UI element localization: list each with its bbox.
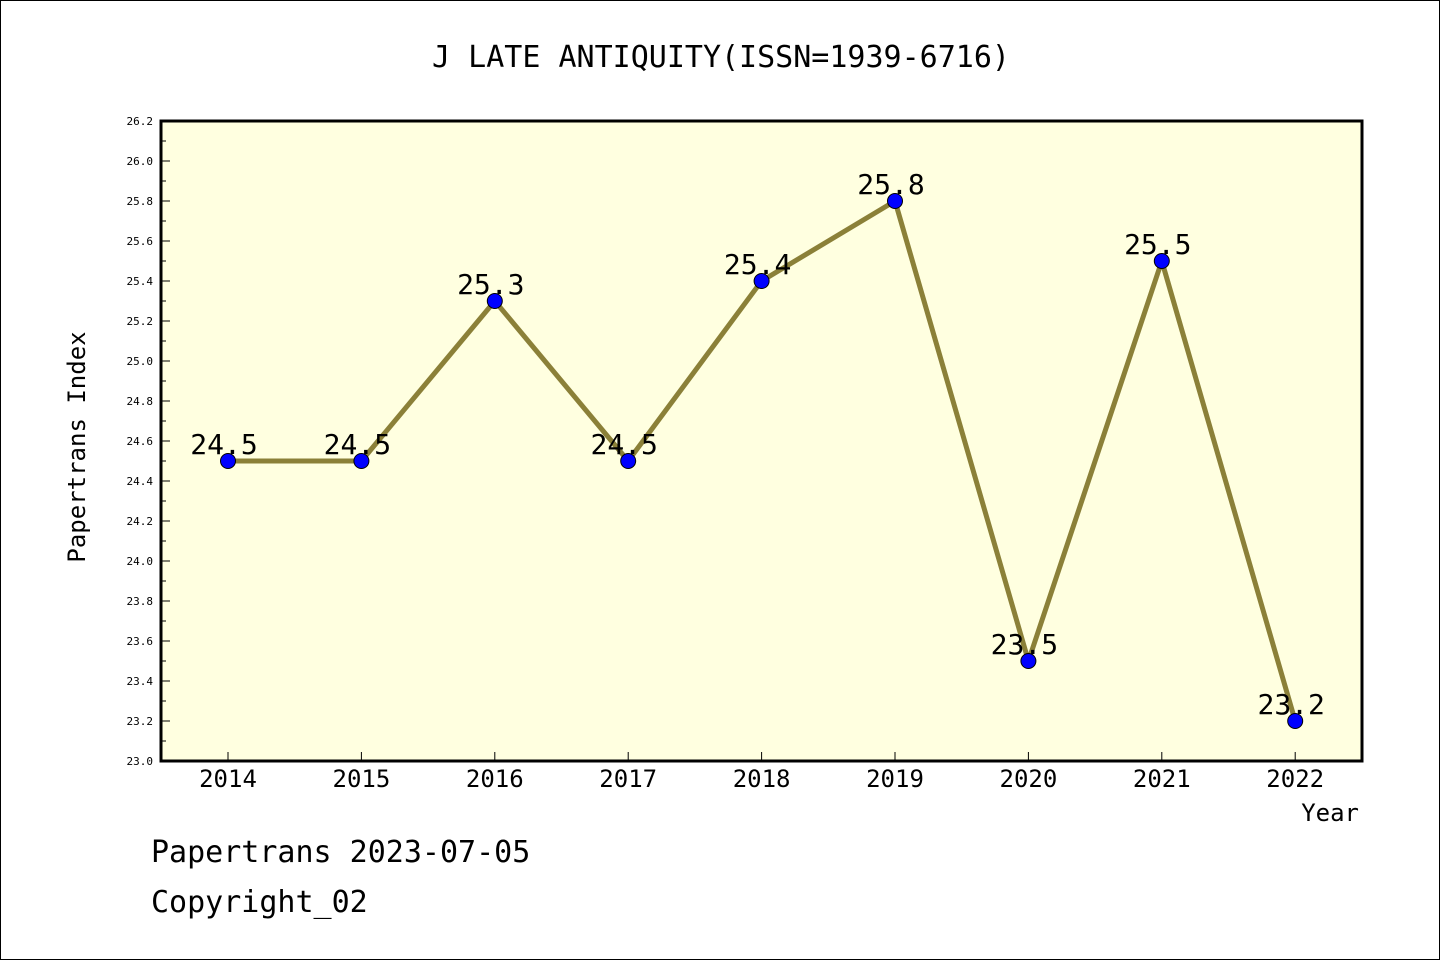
data-label: 24.5 (324, 428, 391, 461)
data-label: 24.5 (190, 428, 257, 461)
data-point (1153, 253, 1170, 269)
x-tick-label: 2017 (599, 765, 657, 793)
data-point (220, 453, 236, 469)
y-tick-label: 25.2 (127, 315, 154, 328)
y-tick-label: 24.8 (127, 395, 154, 408)
x-tick-label: 2019 (866, 765, 924, 793)
x-axis-label: Year (1301, 799, 1359, 827)
x-tick-label: 2016 (466, 765, 524, 793)
data-point (753, 273, 770, 289)
series-layer: 24.5 24.5 25.3 24.5 25.4 25.8 23.5 25.5 23.2 (190, 168, 1325, 729)
y-tick-label: 23.8 (127, 595, 154, 608)
y-tick-label: 25.6 (127, 235, 154, 248)
y-tick-label: 25.4 (127, 275, 154, 288)
data-label: 25.5 (1124, 228, 1191, 261)
y-axis: 23.0 23.2 23.4 23.6 23.8 24.0 24.2 24.4 24.6 24.8… (127, 115, 170, 768)
x-tick-label: 2014 (199, 765, 257, 793)
y-tick-label: 24.4 (127, 475, 154, 488)
data-point (353, 453, 370, 469)
y-tick-label: 23.0 (127, 755, 154, 768)
plot-area (159, 119, 1364, 763)
footer-copyright: Copyright_02 (151, 885, 368, 920)
x-tick-label: 2020 (1000, 765, 1058, 793)
data-point (486, 293, 503, 309)
x-tick-label: 2022 (1266, 765, 1324, 793)
x-tick-label: 2021 (1133, 765, 1191, 793)
data-label: 24.5 (590, 428, 657, 461)
data-label: 25.4 (724, 248, 791, 281)
data-label: 23.5 (991, 628, 1058, 661)
data-point (1020, 653, 1037, 669)
data-point (887, 193, 903, 209)
y-tick-label: 25.8 (127, 195, 154, 208)
y-tick-label: 23.4 (127, 675, 154, 688)
x-axis: 2014 2015 2016 2017 2018 2019 2020 2021 2022 (199, 752, 1324, 793)
x-tick-label: 2018 (733, 765, 791, 793)
y-tick-label: 24.0 (127, 555, 154, 568)
data-label: 25.3 (457, 268, 524, 301)
y-tick-label: 24.6 (127, 435, 154, 448)
data-point (1287, 713, 1304, 729)
y-tick-label: 23.6 (127, 635, 154, 648)
data-point (620, 453, 637, 469)
y-axis-label: Papertrans Index (63, 331, 91, 562)
footer-date: Papertrans 2023-07-05 (151, 835, 531, 870)
x-tick-label: 2015 (333, 765, 391, 793)
y-tick-label: 26.2 (127, 115, 154, 128)
y-tick-label: 23.2 (127, 715, 154, 728)
chart-title: J LATE ANTIQUITY(ISSN=1939-6716) (432, 40, 1010, 75)
y-tick-label: 25.0 (127, 355, 154, 368)
y-tick-label: 24.2 (127, 515, 154, 528)
data-label: 23.2 (1257, 688, 1324, 721)
data-label: 25.8 (857, 168, 924, 201)
y-tick-label: 26.0 (127, 155, 154, 168)
